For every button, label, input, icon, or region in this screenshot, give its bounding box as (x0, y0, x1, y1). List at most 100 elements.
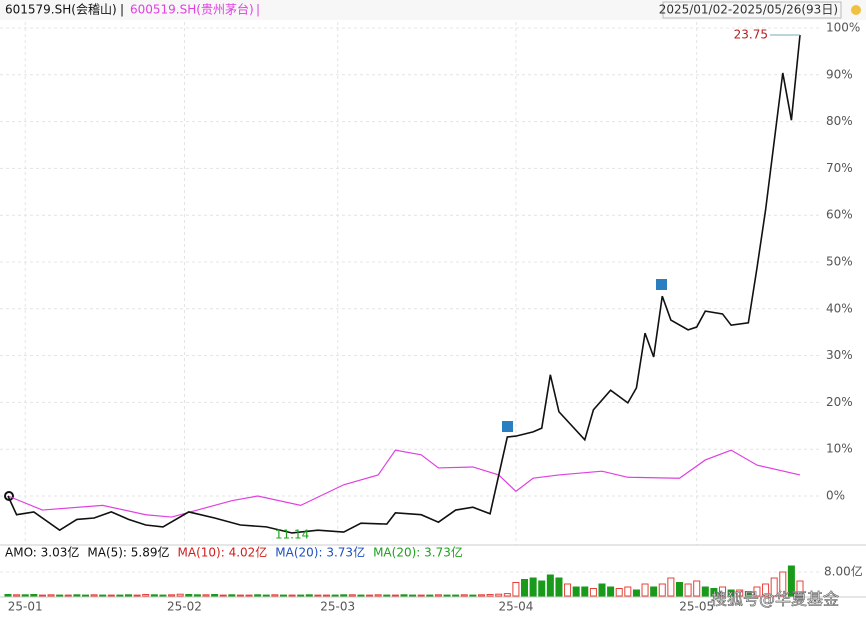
volume-bar (684, 583, 692, 597)
volume-bar (133, 594, 141, 597)
volume-bar (452, 594, 460, 597)
header-bar (0, 0, 866, 20)
volume-bar (460, 594, 468, 597)
volume-bar (271, 594, 279, 597)
volume-bar (297, 594, 305, 597)
volume-bar (4, 594, 12, 597)
volume-bar (434, 594, 442, 597)
volume-bar (779, 571, 787, 597)
y-tick-label: 60% (826, 208, 853, 222)
volume-bar (159, 594, 167, 597)
y-tick-label: 20% (826, 395, 853, 409)
volume-bar (469, 594, 477, 597)
volume-bar (185, 594, 193, 597)
x-tick-label: 25-02 (167, 600, 202, 614)
max-annotation: 23.75 (734, 28, 768, 42)
volume-bar (753, 586, 761, 597)
volume-bar (47, 594, 55, 597)
y-tick-label: 40% (826, 301, 853, 315)
x-tick-label: 25-01 (8, 600, 43, 614)
y-tick-label: 10% (826, 442, 853, 456)
volume-bar (719, 586, 727, 597)
indicator-label: MA(5): 5.89亿 (87, 545, 169, 560)
indicator-label: AMO: 3.03亿 (5, 545, 79, 560)
volume-bar (512, 582, 520, 597)
volume-bar (314, 594, 322, 597)
volume-bar (796, 580, 804, 597)
volume-bar (667, 577, 675, 597)
volume-bar (736, 589, 744, 597)
volume-bar (632, 589, 640, 597)
volume-bar (374, 594, 382, 597)
volume-bar (770, 577, 778, 597)
volume-bar (787, 565, 795, 597)
volume-bar (245, 594, 253, 597)
volume-bar (288, 594, 296, 597)
volume-bar (56, 594, 64, 597)
volume-bar (107, 594, 115, 597)
y-tick-label: 80% (826, 114, 853, 128)
min-annotation: 11.14 (275, 527, 309, 541)
volume-bar (598, 583, 606, 597)
series-line (7, 34, 801, 534)
event-marker[interactable] (502, 421, 513, 432)
volume-bar (693, 580, 701, 597)
volume-bar (555, 577, 563, 597)
volume-bar (572, 586, 580, 597)
volume-bar (279, 594, 287, 597)
volume-bar (30, 594, 38, 597)
volume-bar (477, 594, 485, 597)
y-tick-label: 30% (826, 348, 853, 362)
volume-bar (443, 594, 451, 597)
volume-bar (426, 594, 434, 597)
event-marker[interactable] (656, 279, 667, 290)
volume-bar (366, 594, 374, 597)
x-tick-label: 25-04 (498, 600, 533, 614)
volume-bar (383, 594, 391, 597)
volume-bar (254, 594, 262, 597)
volume-bar (73, 594, 81, 597)
volume-bar (641, 583, 649, 597)
volume-bar (150, 594, 158, 597)
volume-bar (607, 586, 615, 597)
settings-icon[interactable] (851, 5, 861, 15)
volume-bar (228, 594, 236, 597)
date-range[interactable]: 2025/01/02-2025/05/26(93日) (659, 3, 838, 17)
volume-bar (486, 594, 494, 597)
stock1: 601579.SH(会稽山) (5, 2, 117, 17)
volume-bar (323, 594, 331, 597)
volume-bar (13, 594, 21, 597)
volume-bar (262, 594, 270, 597)
x-tick-label: 25-03 (320, 600, 355, 614)
volume-bar (236, 594, 244, 597)
volume-bar (417, 594, 425, 597)
volume-bar (99, 594, 107, 597)
volume-bar (142, 594, 150, 597)
volume-bar (538, 580, 546, 597)
y-tick-label: 0% (826, 489, 845, 503)
volume-bar (340, 594, 348, 597)
indicator-label: MA(20): 3.73亿 (373, 545, 463, 560)
indicator-label: MA(20): 3.73亿 (275, 545, 365, 560)
volume-bar (211, 594, 219, 597)
volume-bar (503, 593, 511, 597)
volume-bar (81, 594, 89, 597)
watermark: 搜狐号@华夏基金 (711, 590, 839, 609)
volume-bar (38, 594, 46, 597)
volume-bar (348, 594, 356, 597)
volume-bar (650, 586, 658, 597)
volume-bar (391, 594, 399, 597)
y-tick-label: 100% (826, 21, 860, 35)
volume-bar (529, 577, 537, 597)
y-tick-label: 50% (826, 255, 853, 269)
volume-bar (744, 591, 752, 597)
volume-bar (762, 583, 770, 597)
volume-bar (589, 588, 597, 597)
volume-bar (193, 594, 201, 597)
volume-bar (710, 588, 718, 597)
x-tick-label: 25-05 (679, 600, 714, 614)
volume-bar (546, 574, 554, 597)
volume-bar (219, 594, 227, 597)
volume-bar (564, 583, 572, 597)
